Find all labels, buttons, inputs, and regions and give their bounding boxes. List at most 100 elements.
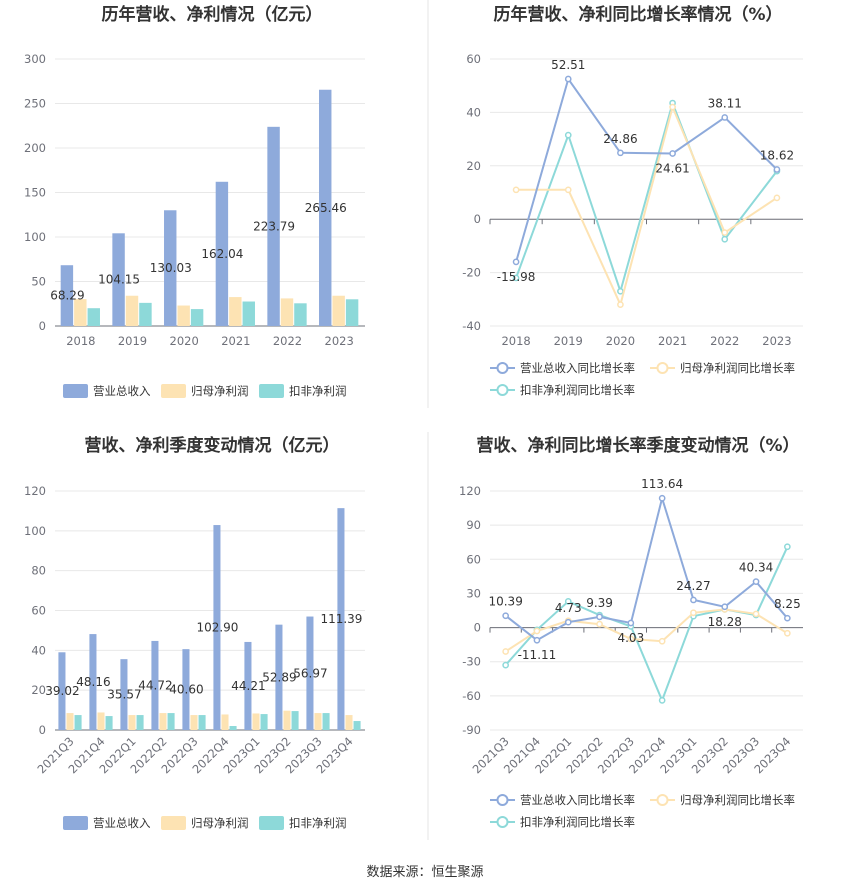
chart-title: 营收、净利季度变动情况（亿元） <box>85 435 340 456</box>
point-2 <box>721 229 729 236</box>
data-label: 104.15 <box>98 273 140 287</box>
data-label: 56.97 <box>293 666 327 680</box>
series-line-1 <box>515 76 778 263</box>
series-line-2 <box>516 103 778 308</box>
bar-3 <box>260 714 268 730</box>
legend-swatch-3 <box>259 384 284 398</box>
bar-1 <box>275 624 283 730</box>
data-label: 68.29 <box>50 289 84 303</box>
data-label: 223.79 <box>253 219 295 233</box>
data-label: 24.27 <box>676 579 710 593</box>
bar-2 <box>159 713 167 730</box>
bar-1 <box>60 265 74 326</box>
y-tick-label: -20 <box>462 266 481 280</box>
chart-1: 历年营收、净利情况（亿元） 0 50 100 150 200 250 300 2018 2019 2… <box>24 4 365 398</box>
x-tick-label: 2018 <box>66 334 95 348</box>
point-2 <box>502 648 509 655</box>
legend-swatch-3 <box>259 816 284 830</box>
data-label: 9.39 <box>586 596 613 610</box>
bar-2 <box>128 715 136 730</box>
y-tick-label: 60 <box>466 52 481 66</box>
bar-1 <box>182 649 190 730</box>
y-tick-label: 20 <box>31 683 46 697</box>
data-label: 18.62 <box>760 148 794 162</box>
legend-label: 归母净利润同比增长率 <box>680 793 795 807</box>
bar-1 <box>112 233 125 326</box>
data-label: 162.04 <box>201 247 243 261</box>
data-label: -11.11 <box>518 648 557 662</box>
legend-marker-2 <box>656 794 669 806</box>
legend-marker-1 <box>496 794 509 806</box>
data-label: 35.57 <box>107 688 141 702</box>
point-1 <box>564 75 572 83</box>
point-1 <box>617 149 624 157</box>
point-3 <box>564 598 572 605</box>
bar-3 <box>198 715 206 730</box>
point-1 <box>512 258 520 266</box>
bar-3 <box>291 711 299 730</box>
data-label: 18.28 <box>708 615 742 629</box>
point-2 <box>658 637 666 645</box>
point-2 <box>627 635 635 643</box>
bar-3 <box>105 716 113 730</box>
y-tick-label: 60 <box>466 552 481 566</box>
data-label: 111.39 <box>320 612 362 626</box>
bar-2 <box>280 298 294 326</box>
bar-1 <box>306 616 314 730</box>
point-1 <box>784 614 791 622</box>
data-label: 265.46 <box>305 201 347 215</box>
point-2 <box>752 610 760 618</box>
y-tick-label: 20 <box>466 159 481 173</box>
point-2 <box>596 620 603 628</box>
bar-3 <box>74 715 82 730</box>
data-label: 24.86 <box>603 132 637 146</box>
bar-1 <box>215 181 229 326</box>
x-tick-label: 2021 <box>221 334 250 348</box>
point-1 <box>773 166 781 173</box>
legend-label: 营业总收入 <box>93 816 151 830</box>
data-label: 10.39 <box>488 595 522 609</box>
data-label: 130.03 <box>150 261 192 275</box>
x-tick-label: 2019 <box>118 334 147 348</box>
data-label: 40.34 <box>739 561 773 575</box>
data-label: 38.11 <box>708 96 742 110</box>
point-1 <box>721 603 729 611</box>
x-tick-label: 2022 <box>273 334 302 348</box>
bar-3 <box>139 302 152 326</box>
bar-1 <box>319 89 332 326</box>
legend-swatch-2 <box>161 816 186 830</box>
legend-label: 营业总收入同比增长率 <box>520 793 635 807</box>
bar-3 <box>294 303 307 326</box>
x-tick-label: 2022 <box>710 334 739 348</box>
legend-label: 扣非净利润同比增长率 <box>520 383 635 397</box>
legend-swatch-2 <box>161 384 186 398</box>
bar-2 <box>125 295 139 326</box>
y-tick-label: 0 <box>39 319 46 333</box>
point-2 <box>617 301 624 308</box>
point-2 <box>784 629 791 637</box>
point-1 <box>721 114 729 121</box>
legend-label: 营业总收入同比增长率 <box>520 361 635 375</box>
chart-2: 历年营收、净利同比增长率情况（%） -40 -20 0 20 40 60 2018 2019 20… <box>462 4 803 397</box>
bar-2 <box>283 710 291 730</box>
y-tick-label: 90 <box>466 518 481 532</box>
legend-marker-1 <box>496 362 509 374</box>
point-2 <box>564 186 572 194</box>
point-3 <box>512 274 520 282</box>
x-tick-label: 2020 <box>606 334 635 348</box>
x-tick-label: 2023 <box>762 334 791 348</box>
bar-2 <box>177 305 190 326</box>
bar-1 <box>58 652 66 730</box>
point-2 <box>773 194 781 202</box>
data-label: 44.72 <box>138 678 172 692</box>
data-source: 数据来源：恒生聚源 <box>366 865 483 880</box>
y-tick-label: 0 <box>474 621 481 635</box>
bar-3 <box>242 301 255 326</box>
bar-1 <box>151 640 159 730</box>
point-2 <box>533 627 541 635</box>
bar-2 <box>74 299 87 326</box>
bar-1 <box>213 525 221 730</box>
x-tick-label: 2023 <box>325 334 354 348</box>
bar-3 <box>87 308 100 326</box>
